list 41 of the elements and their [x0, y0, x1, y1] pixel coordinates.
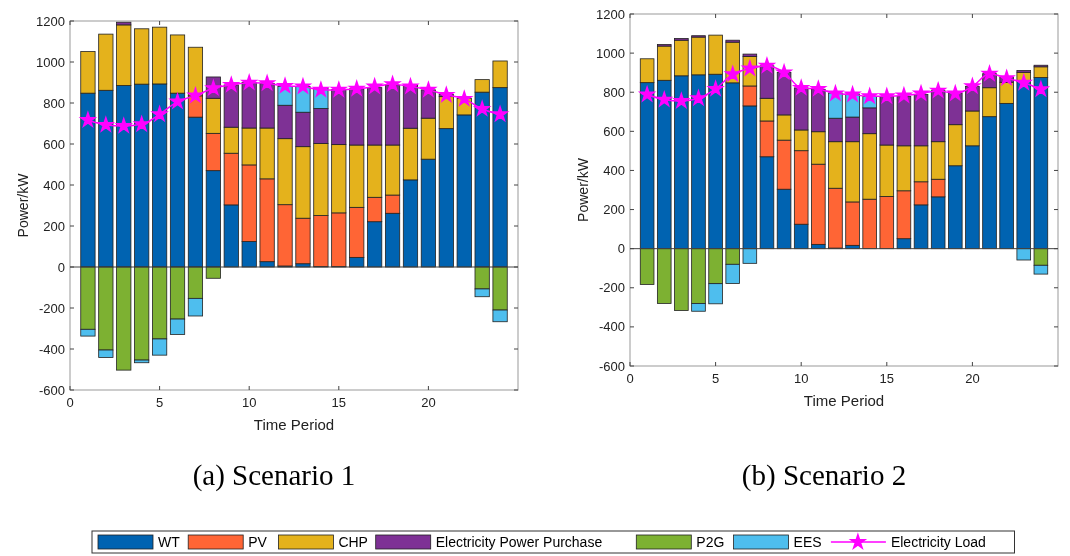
y-tick-label: 1200 — [36, 13, 65, 29]
y-tick-label: 200 — [43, 218, 65, 234]
x-axis-title: Time Period — [803, 392, 885, 409]
y-tick-label: -600 — [598, 358, 625, 374]
y-tick-label: -200 — [38, 300, 65, 316]
y-tick-label: 200 — [603, 202, 625, 218]
x-tick-label: 10 — [793, 371, 809, 386]
y-axis-title: Power/kW — [575, 157, 591, 222]
legend-label: Electricity Load — [890, 533, 986, 550]
x-tick-label: 5 — [155, 395, 164, 410]
y-tick-label: 800 — [603, 84, 625, 100]
y-tick-label: 600 — [603, 123, 625, 139]
x-tick-label: 20 — [965, 371, 980, 386]
y-tick-label: 0 — [617, 241, 625, 257]
y-tick-label: 800 — [43, 95, 65, 111]
y-tick-label: 400 — [603, 162, 625, 178]
y-tick-label: -400 — [598, 319, 625, 335]
legend-label: WT — [158, 533, 181, 550]
y-tick-label: -400 — [38, 341, 65, 357]
x-axis-title: Time Period — [253, 416, 335, 433]
legend-label: EES — [793, 533, 822, 550]
legend-label: PV — [248, 533, 268, 550]
text: (b) Scenario 2 — [741, 459, 907, 492]
legend-label: CHP — [338, 533, 368, 550]
y-tick-label: -200 — [598, 280, 625, 296]
y-tick-label: 600 — [43, 136, 65, 152]
y-tick-label: -600 — [38, 382, 65, 398]
legend-label: P2G — [696, 533, 725, 550]
y-tick-label: 1200 — [596, 6, 625, 22]
y-tick-label: 400 — [43, 177, 65, 193]
text: (a) Scenario 1 — [192, 459, 356, 492]
y-tick-label: 0 — [57, 259, 65, 275]
y-axis-title: Power/kW — [15, 172, 31, 238]
y-tick-label: 1000 — [596, 45, 625, 61]
legend-label: Electricity Power Purchase — [435, 533, 603, 550]
x-tick-label: 5 — [711, 371, 720, 386]
x-tick-label: 20 — [421, 395, 436, 410]
x-tick-label: 15 — [331, 395, 347, 410]
y-tick-label: 1000 — [36, 54, 65, 70]
x-tick-label: 10 — [241, 395, 257, 410]
x-tick-label: 15 — [879, 371, 895, 386]
